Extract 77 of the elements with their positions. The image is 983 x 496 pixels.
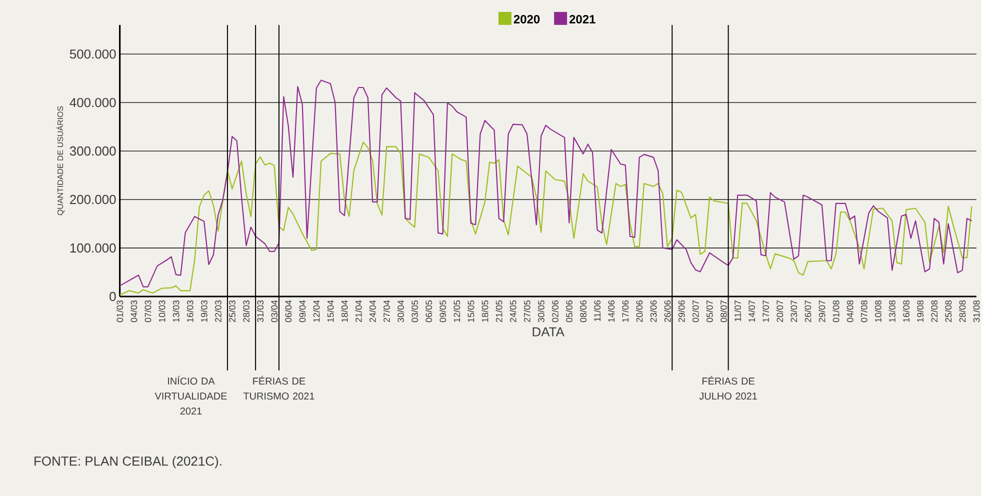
y-tick-label: 100.000: [70, 243, 116, 253]
x-tick-label: 29/06: [678, 300, 685, 322]
x-tick-label: 26/07: [804, 300, 812, 322]
x-tick-label: 15/04: [327, 300, 334, 322]
x-tick-label: 25/03: [228, 300, 236, 322]
source-note: FONTE: PLAN CEIBAL (2021C).: [34, 456, 222, 468]
x-tick-label: 22/08: [930, 300, 938, 322]
x-tick-label: 03/04: [270, 300, 278, 322]
legend-label: 2020: [514, 14, 540, 24]
x-tick-label: 14/06: [608, 300, 615, 322]
x-tick-label: 05/06: [566, 300, 572, 322]
x-tick-label: 10/03: [158, 300, 166, 322]
x-tick-label: 09/04: [299, 300, 306, 322]
y-tick-label: 200.000: [70, 194, 116, 204]
x-tick-label: 30/05: [538, 300, 544, 322]
x-tick-label: 01/03: [116, 300, 124, 322]
x-tick-label: 11/07: [734, 300, 741, 322]
x-tick-label: 13/03: [172, 300, 180, 322]
x-tick-label: 04/03: [130, 300, 138, 322]
x-tick-label: 24/04: [369, 300, 376, 322]
x-tick-label: 16/03: [186, 300, 194, 322]
ref-line-label: INÍCIO DA VIRTUALIDADE 2021: [154, 376, 227, 415]
x-tick-label: 18/05: [482, 300, 488, 322]
y-tick-label: 0: [110, 292, 116, 302]
x-tick-label: 06/05: [425, 300, 432, 322]
ref-line-label: FÉRIAS DE TURISMO 2021: [243, 376, 314, 400]
x-tick-label: 12/04: [313, 300, 320, 322]
x-tick-label: 11/06: [594, 300, 601, 322]
x-tick-label: 20/06: [636, 300, 643, 322]
x-tick-label: 23/07: [790, 300, 798, 322]
x-tick-label: 30/04: [397, 300, 404, 322]
x-tick-label: 19/08: [916, 300, 924, 322]
x-tick-label: 31/03: [256, 300, 264, 322]
x-tick-label: 20/07: [776, 300, 784, 322]
x-tick-label: 14/07: [748, 300, 756, 322]
x-tick-label: 03/05: [411, 300, 418, 322]
x-tick-label: 29/07: [818, 300, 826, 322]
y-tick-label: 400.000: [70, 98, 116, 108]
x-tick-label: 27/05: [524, 300, 530, 322]
x-tick-label: 25/08: [944, 300, 952, 322]
x-tick-label: 19/03: [200, 300, 208, 322]
x-tick-label: 06/04: [285, 300, 292, 322]
y-tick-label: 300.000: [70, 146, 116, 156]
x-tick-label: 02/07: [692, 300, 699, 322]
x-tick-label: 08/07: [720, 300, 727, 322]
x-tick-label: 23/06: [650, 300, 657, 322]
x-tick-label: 09/05: [439, 300, 446, 322]
x-tick-label: 17/06: [622, 300, 629, 322]
x-tick-label: 27/04: [383, 300, 390, 322]
x-tick-label: 05/07: [706, 300, 713, 322]
x-tick-label: 07/08: [860, 300, 868, 322]
x-tick-label: 28/08: [959, 300, 966, 322]
x-tick-label: 08/06: [580, 300, 586, 322]
x-tick-label: 28/03: [242, 300, 250, 322]
x-tick-label: 24/05: [510, 300, 516, 322]
x-tick-label: 10/08: [874, 300, 882, 322]
x-axis-title: DATA: [532, 327, 564, 336]
x-tick-label: 04/08: [846, 300, 854, 322]
x-tick-label: 22/03: [214, 300, 222, 322]
x-tick-label: 26/06: [664, 300, 671, 322]
x-tick-label: 13/08: [888, 300, 896, 322]
line-series: [119, 80, 972, 288]
y-tick-label: 500.000: [70, 49, 116, 59]
x-tick-label: 15/05: [468, 300, 474, 322]
x-tick-label: 21/04: [355, 300, 362, 322]
x-tick-label: 07/03: [144, 300, 152, 322]
x-tick-label: 31/08: [973, 300, 980, 322]
line-series: [119, 142, 972, 296]
ref-line-label: FÉRIAS DE JULHO 2021: [699, 376, 757, 400]
x-tick-label: 18/04: [341, 300, 348, 322]
x-tick-label: 12/05: [454, 300, 460, 322]
x-tick-label: 17/07: [762, 300, 770, 322]
x-tick-label: 21/05: [496, 300, 502, 322]
legend-label: 2021: [569, 14, 596, 24]
x-tick-label: 02/06: [552, 300, 558, 322]
x-tick-label: 16/08: [902, 300, 910, 322]
x-tick-label: 01/08: [832, 300, 840, 322]
